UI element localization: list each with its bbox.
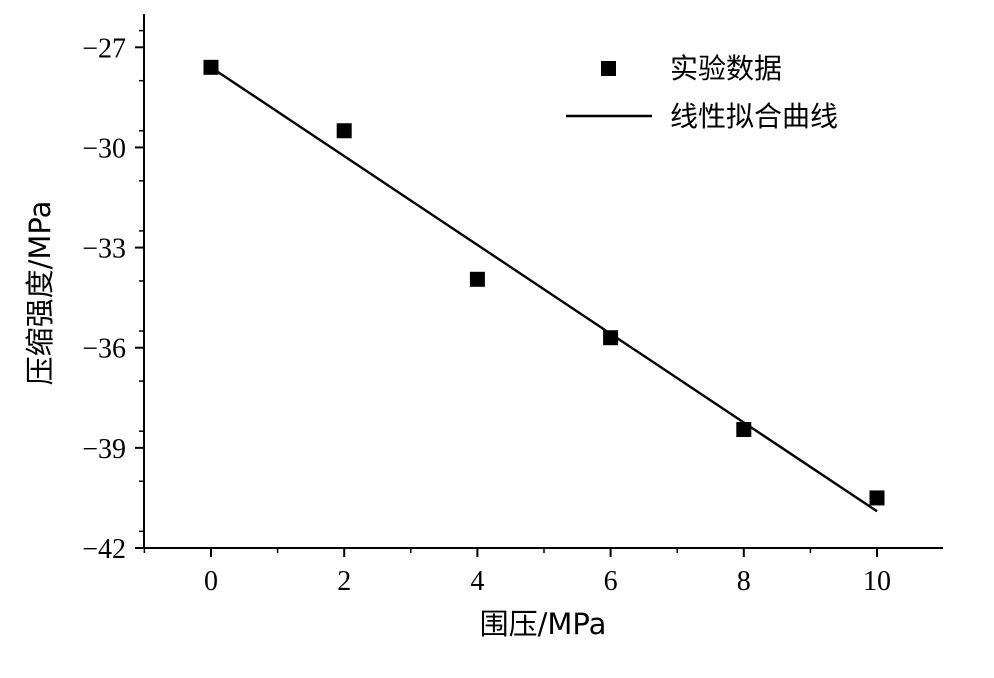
fit-line: [210, 66, 878, 513]
markers-layer: [203, 59, 885, 506]
data-point: [336, 123, 352, 139]
x-tick-label: 0: [204, 566, 218, 597]
legend: 实验数据 线性拟合曲线: [566, 52, 838, 133]
y-axis-title: 压缩强度/MPa: [23, 201, 57, 386]
y-tick-label: −39: [82, 434, 126, 465]
y-tick-label: −36: [82, 334, 126, 365]
data-point: [469, 271, 485, 287]
legend-label-experiment: 实验数据: [670, 52, 782, 85]
data-point: [736, 422, 752, 438]
legend-marker-square: [601, 61, 616, 76]
x-tick-label: 10: [863, 566, 891, 597]
x-axis-title: 围压/MPa: [480, 607, 607, 641]
axes: [143, 14, 943, 549]
x-tick-label: 2: [337, 566, 351, 597]
y-tick-label: −27: [82, 33, 126, 64]
data-point: [869, 490, 885, 506]
x-tick-label: 8: [737, 566, 751, 597]
x-tick-label: 6: [604, 566, 618, 597]
data-point: [603, 330, 619, 346]
y-tick-label: −42: [82, 534, 126, 565]
y-tick-label: −30: [82, 133, 126, 164]
x-ticks: 0 2 4 6 8 10: [143, 548, 891, 597]
x-tick-label: 4: [470, 566, 484, 597]
legend-label-fit: 线性拟合曲线: [670, 100, 838, 133]
data-point: [203, 59, 219, 75]
fit-line-layer: [210, 66, 878, 513]
y-ticks: −27 −30 −33 −36 −39 −42: [82, 29, 144, 565]
y-tick-label: −33: [82, 234, 126, 265]
